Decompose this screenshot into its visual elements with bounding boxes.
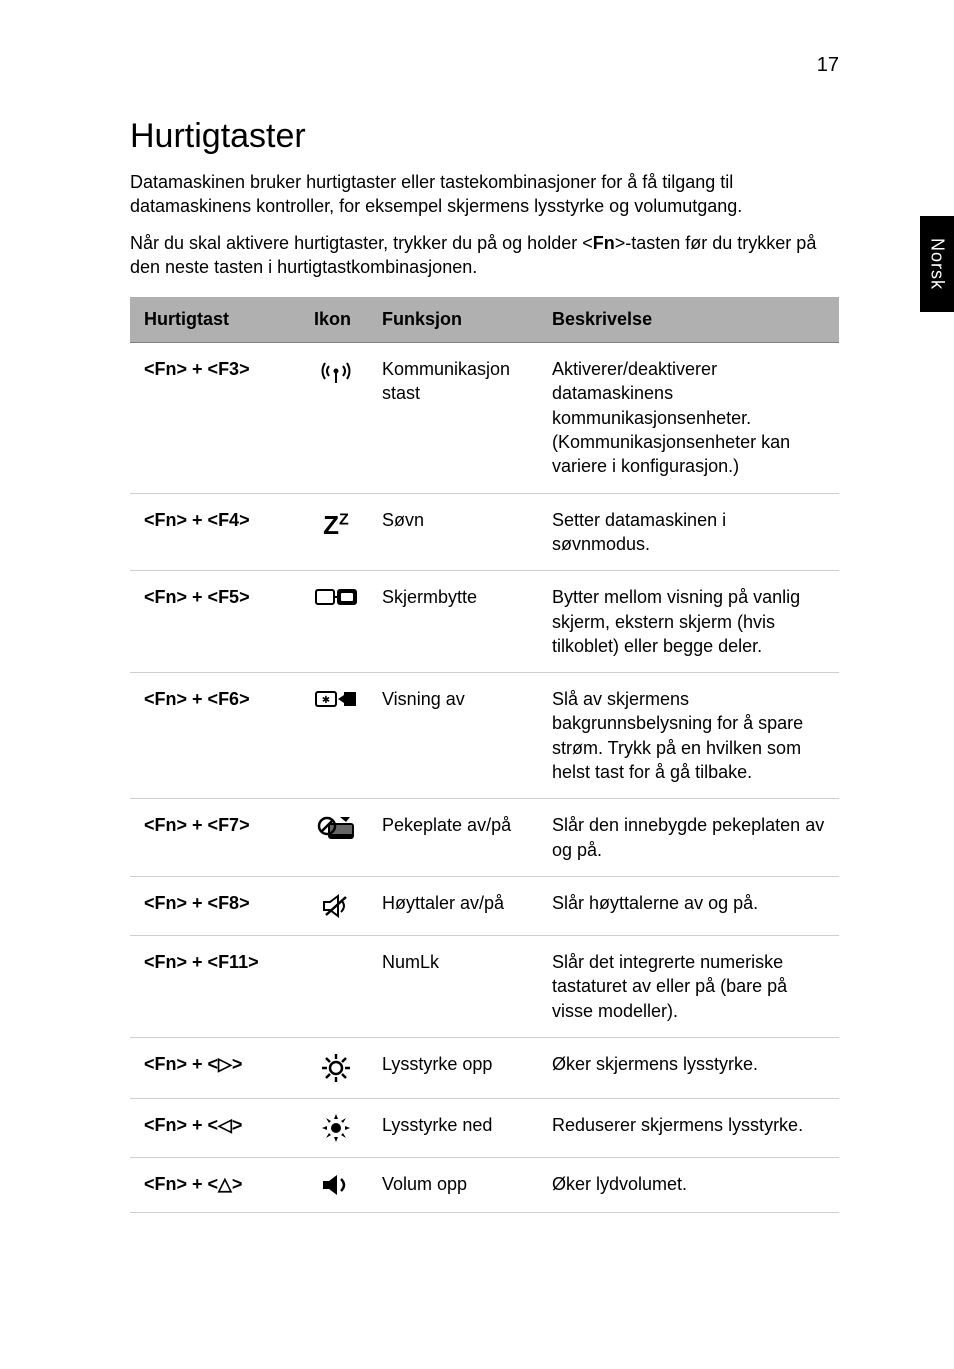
- table-row: <Fn> + <F4> ZZ Søvn Setter datamaskinen …: [130, 493, 839, 571]
- touchpad-icon: [300, 799, 368, 877]
- description-cell: Slår det integrerte numeriske tastaturet…: [538, 935, 839, 1037]
- header-function: Funksjon: [368, 297, 538, 343]
- table-row: <Fn> + <F7> Pekeplate av/på Slår den inn…: [130, 799, 839, 877]
- description-cell: Øker lydvolumet.: [538, 1157, 839, 1212]
- function-cell: Lysstyrke ned: [368, 1098, 538, 1157]
- display-off-icon: ✱: [300, 673, 368, 799]
- function-cell: Pekeplate av/på: [368, 799, 538, 877]
- description-cell: Setter datamaskinen i søvnmodus.: [538, 493, 839, 571]
- table-header-row: Hurtigtast Ikon Funksjon Beskrivelse: [130, 297, 839, 343]
- hotkeys-table: Hurtigtast Ikon Funksjon Beskrivelse <Fn…: [130, 297, 839, 1213]
- description-cell: Bytter mellom visning på vanlig skjerm, …: [538, 571, 839, 673]
- wireless-icon: [300, 343, 368, 493]
- volume-up-icon: [300, 1157, 368, 1212]
- description-cell: Reduserer skjermens lysstyrke.: [538, 1098, 839, 1157]
- description-cell: Aktiverer/deaktiverer datamaskinens komm…: [538, 343, 839, 493]
- table-row: <Fn> + <F5> Skjermbytte Bytter mellom vi…: [130, 571, 839, 673]
- sleep-icon: ZZ: [300, 493, 368, 571]
- description-cell: Slå av skjermens bakgrunnsbelysning for …: [538, 673, 839, 799]
- hotkey-cell: <Fn> + <F8>: [130, 876, 300, 935]
- page-content: 17 Hurtigtaster Datamaskinen bruker hurt…: [0, 0, 954, 1273]
- hotkey-cell: <Fn> + <◁>: [130, 1098, 300, 1157]
- table-row: <Fn> + <◁>: [130, 1098, 839, 1157]
- description-cell: Slår høyttalerne av og på.: [538, 876, 839, 935]
- hotkey-cell: <Fn> + <F6>: [130, 673, 300, 799]
- function-cell: NumLk: [368, 935, 538, 1037]
- table-row: <Fn> + <▷>: [130, 1037, 839, 1098]
- function-cell: Skjermbytte: [368, 571, 538, 673]
- blank-icon: [300, 935, 368, 1037]
- hotkey-cell: <Fn> + <F5>: [130, 571, 300, 673]
- function-cell: Volum opp: [368, 1157, 538, 1212]
- hotkey-cell: <Fn> + <△>: [130, 1157, 300, 1212]
- hotkey-cell: <Fn> + <F3>: [130, 343, 300, 493]
- function-cell: Kommunikasjon stast: [368, 343, 538, 493]
- page-number: 17: [130, 54, 839, 77]
- description-cell: Øker skjermens lysstyrke.: [538, 1037, 839, 1098]
- function-cell: Høyttaler av/på: [368, 876, 538, 935]
- table-row: <Fn> + <△> Volum opp Øker lydvolumet.: [130, 1157, 839, 1212]
- function-cell: Søvn: [368, 493, 538, 571]
- speaker-mute-icon: [300, 876, 368, 935]
- function-cell: Lysstyrke opp: [368, 1037, 538, 1098]
- table-row: <Fn> + <F3> Kommunikasjon stast: [130, 343, 839, 493]
- header-hotkey: Hurtigtast: [130, 297, 300, 343]
- intro-paragraph-2: Når du skal aktivere hurtigtaster, trykk…: [130, 231, 839, 280]
- function-cell: Visning av: [368, 673, 538, 799]
- table-row: <Fn> + <F11> NumLk Slår det integrerte n…: [130, 935, 839, 1037]
- brightness-up-icon: [300, 1037, 368, 1098]
- hotkey-cell: <Fn> + <F4>: [130, 493, 300, 571]
- hotkey-cell: <Fn> + <▷>: [130, 1037, 300, 1098]
- hotkey-cell: <Fn> + <F11>: [130, 935, 300, 1037]
- svg-text:✱: ✱: [322, 695, 330, 706]
- header-icon: Ikon: [300, 297, 368, 343]
- intro-paragraph-1: Datamaskinen bruker hurtigtaster eller t…: [130, 170, 839, 219]
- page-title: Hurtigtaster: [130, 117, 839, 156]
- hotkey-cell: <Fn> + <F7>: [130, 799, 300, 877]
- description-cell: Slår den innebygde pekeplaten av og på.: [538, 799, 839, 877]
- brightness-down-icon: [300, 1098, 368, 1157]
- header-description: Beskrivelse: [538, 297, 839, 343]
- table-row: <Fn> + <F8> Høyttaler av/på Slår høyttal…: [130, 876, 839, 935]
- display-toggle-icon: [300, 571, 368, 673]
- language-tab: Norsk: [920, 216, 954, 312]
- table-row: <Fn> + <F6> ✱ Visning av Slå av skjermen…: [130, 673, 839, 799]
